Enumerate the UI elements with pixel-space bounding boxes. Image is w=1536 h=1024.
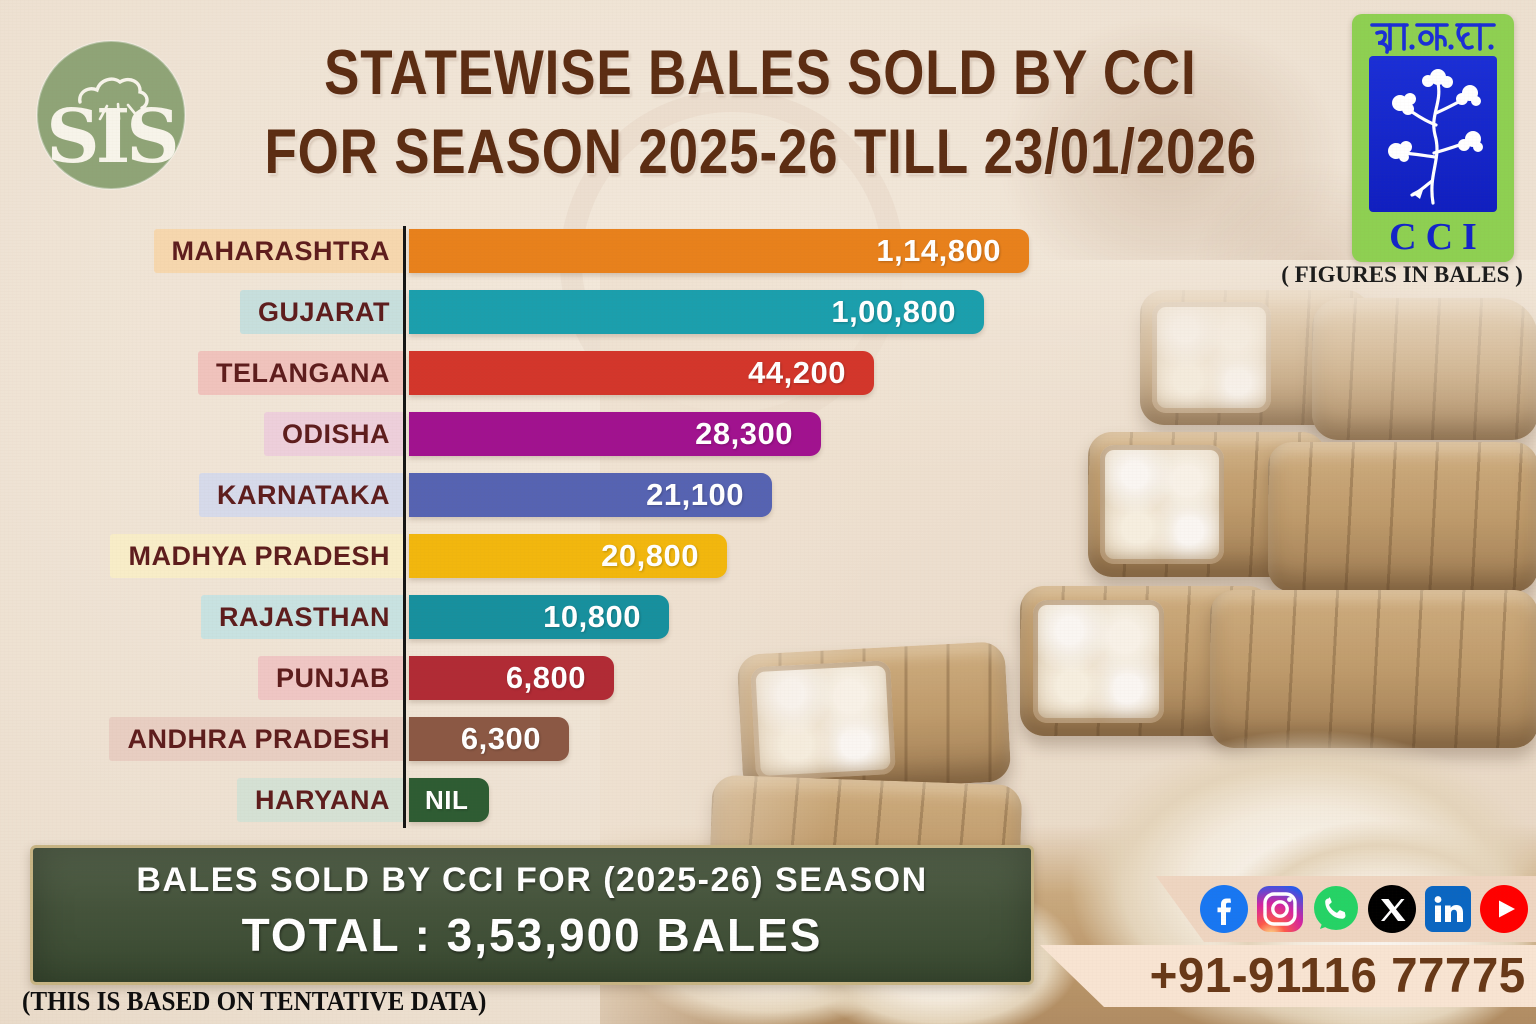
- bar-karnataka: 21,100: [409, 473, 772, 517]
- bar-telangana: 44,200: [409, 351, 874, 395]
- bar-odisha: 28,300: [409, 412, 821, 456]
- bar-value: 6,800: [505, 660, 586, 695]
- chart-row: PUNJAB 6,800: [30, 656, 1130, 700]
- bar-value: 1,14,800: [876, 233, 1001, 268]
- bar-value: 20,800: [601, 538, 699, 573]
- youtube-icon: [1480, 885, 1528, 933]
- social-icons-banner: [1156, 876, 1536, 942]
- instagram-icon: [1257, 886, 1303, 932]
- chart-row: ODISHA 28,300: [30, 412, 1130, 456]
- bar-punjab: 6,800: [409, 656, 614, 700]
- chart-row: MAHARASHTRA 1,14,800: [30, 229, 1130, 273]
- facebook-icon: [1200, 885, 1248, 933]
- total-summary-box: BALES SOLD BY CCI FOR (2025-26) SEASON T…: [30, 845, 1034, 985]
- state-label: TELANGANA: [198, 351, 403, 395]
- bar-value: 10,800: [543, 599, 641, 634]
- state-label: MAHARASHTRA: [153, 229, 403, 273]
- state-label: GUJARAT: [239, 290, 403, 334]
- phone-number: +91-91116 77775: [1149, 949, 1526, 1003]
- title-line-2: FOR SEASON 2025-26 TILL 23/01/2026: [264, 117, 1257, 187]
- chart-row: TELANGANA 44,200: [30, 351, 1130, 395]
- bar-madhya-pradesh: 20,800: [409, 534, 727, 578]
- bar-value: NIL: [425, 784, 469, 815]
- bar-maharashtra: 1,14,800: [409, 229, 1029, 273]
- bar-chart: MAHARASHTRA 1,14,800 GUJARAT 1,00,800 TELANG…: [30, 229, 1130, 822]
- bar-andhra-pradesh: 6,300: [409, 717, 569, 761]
- poster-title: STATEWISE BALES SOLD BY CCI FOR SEASON 2…: [170, 34, 1350, 192]
- state-label: RAJASTHAN: [200, 595, 403, 639]
- bar-rajasthan: 10,800: [409, 595, 669, 639]
- bar-value: 21,100: [646, 477, 744, 512]
- whatsapp-icon: [1314, 886, 1358, 930]
- bar-value: 1,00,800: [831, 294, 956, 329]
- cci-cotton-plant-box: [1369, 56, 1497, 212]
- chart-row: KARNATAKA 21,100: [30, 473, 1130, 517]
- chart-row: ANDHRA PRADESH 6,300: [30, 717, 1130, 761]
- title-line-1: STATEWISE BALES SOLD BY CCI: [323, 38, 1197, 108]
- cci-logo: भा.क.नि.: [1352, 14, 1514, 262]
- x-icon: [1368, 885, 1416, 933]
- sis-logo: SIS: [34, 38, 188, 192]
- state-label: MADHYA PRADESH: [110, 534, 403, 578]
- state-label: HARYANA: [236, 778, 403, 822]
- tentative-data-footnote: (THIS IS BASED ON TENTATIVE DATA): [22, 986, 487, 1016]
- summary-heading: BALES SOLD BY CCI FOR (2025-26) SEASON: [136, 861, 928, 899]
- bar-value: 6,300: [460, 721, 541, 756]
- summary-total: TOTAL : 3,53,900 BALES: [241, 909, 823, 961]
- state-label: KARNATAKA: [199, 473, 403, 517]
- bar-gujarat: 1,00,800: [409, 290, 984, 334]
- bar-haryana: NIL: [409, 778, 489, 822]
- chart-rows: MAHARASHTRA 1,14,800 GUJARAT 1,00,800 TELANG…: [30, 229, 1130, 822]
- cci-hindi-glyphs: [1370, 23, 1496, 54]
- chart-row: MADHYA PRADESH 20,800: [30, 534, 1130, 578]
- chart-row: HARYANA NIL: [30, 778, 1130, 822]
- chart-row: RAJASTHAN 10,800: [30, 595, 1130, 639]
- cotton-plant-icon: [1388, 69, 1483, 205]
- bar-value: 28,300: [695, 416, 793, 451]
- cci-hindi-text: भा.क.नि.: [1367, 16, 1499, 56]
- cci-logo-text: CCI: [1389, 216, 1486, 258]
- sis-logo-text: SIS: [46, 94, 176, 180]
- state-label: ODISHA: [263, 412, 403, 456]
- linkedin-icon: [1425, 886, 1471, 932]
- world-map-watermark: [990, 8, 1350, 308]
- sis-logo-graphic: SIS: [36, 40, 186, 190]
- state-label: ANDHRA PRADESH: [109, 717, 403, 761]
- figures-in-bales-note: ( FIGURES IN BALES ): [1281, 262, 1523, 287]
- state-label: PUNJAB: [257, 656, 403, 700]
- bar-value: 44,200: [748, 355, 846, 390]
- chart-axis-line: [403, 226, 406, 828]
- chart-row: GUJARAT 1,00,800: [30, 290, 1130, 334]
- phone-banner: +91-91116 77775: [1040, 945, 1536, 1007]
